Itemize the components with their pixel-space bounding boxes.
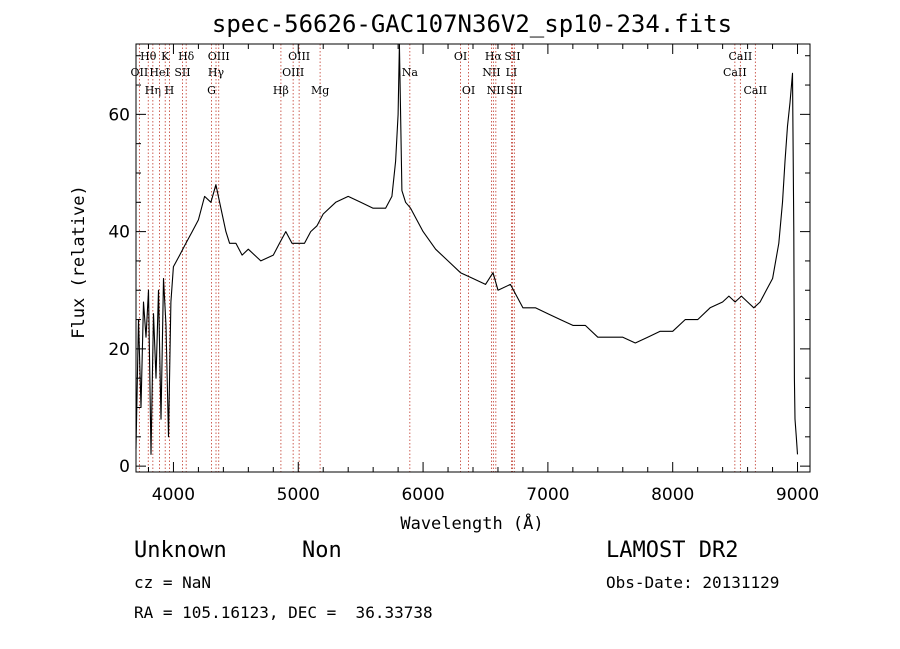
y-tick-label: 40 xyxy=(108,223,130,243)
spectral-line-label: H xyxy=(165,84,175,97)
spectral-line-label: OI xyxy=(454,50,467,63)
spectral-line-label: SII xyxy=(504,50,520,63)
spectral-line-label: SII xyxy=(506,84,522,97)
spectral-line-label: OIII xyxy=(288,50,310,63)
spectral-line-label: Na xyxy=(402,66,419,79)
spectral-line-label: NII xyxy=(482,66,500,79)
spectral-line-label: CaII xyxy=(743,84,767,97)
x-tick-label: 7000 xyxy=(526,485,569,505)
spectrum-series xyxy=(135,43,799,455)
spectral-line-label: OIII xyxy=(208,50,230,63)
spectrum-line xyxy=(135,43,799,455)
spectral-line-label: OII xyxy=(131,66,149,79)
y-tick-label: 60 xyxy=(108,105,130,125)
x-tick-label: 5000 xyxy=(277,485,320,505)
redshift-text: cz = NaN xyxy=(134,573,212,592)
spectral-line-label: HeI xyxy=(149,66,169,79)
spectral-line-label: CaII xyxy=(729,50,753,63)
spectral-line-label: NII xyxy=(487,84,505,97)
coordinates-text: RA = 105.16123, DEC = 36.33738 xyxy=(134,603,433,622)
y-axis-label: Flux (relative) xyxy=(69,185,89,339)
spectral-line-label: SII xyxy=(174,66,190,79)
survey-label: LAMOST DR2 xyxy=(606,538,739,563)
spectral-line-label: Hγ xyxy=(208,66,225,79)
spectral-line-label: K xyxy=(161,50,170,63)
y-tick-label: 20 xyxy=(108,340,130,360)
axis-ticks xyxy=(136,44,810,472)
x-tick-label: 9000 xyxy=(776,485,819,505)
spectral-line-label: OI xyxy=(462,84,475,97)
spectral-line-label: Hδ xyxy=(178,50,195,63)
spectral-line-label: Hα xyxy=(485,50,503,63)
spectral-line-label: OIII xyxy=(282,66,304,79)
spectral-line-label: Hθ xyxy=(140,50,157,63)
chart-title: spec-56626-GAC107N36V2_sp10-234.fits xyxy=(212,10,732,38)
spectral-line-label: G xyxy=(207,84,216,97)
spectral-line-label: CaII xyxy=(723,66,747,79)
x-tick-label: 6000 xyxy=(401,485,444,505)
spectral-line-label: Hη xyxy=(145,84,161,97)
spectral-line-label: LI xyxy=(506,66,518,79)
x-axis-label: Wavelength (Å) xyxy=(400,512,543,534)
y-tick-label: 0 xyxy=(119,457,130,477)
subclass-label: Non xyxy=(302,538,342,563)
obs-date-text: Obs-Date: 20131129 xyxy=(606,573,780,592)
x-tick-label: 4000 xyxy=(152,485,195,505)
x-tick-label: 8000 xyxy=(651,485,694,505)
spectral-line-label: Mg xyxy=(311,84,329,97)
plot-frame xyxy=(135,43,811,473)
axis-tick-labels: 4000 5000 6000 7000 8000 9000 0 20 40 60 xyxy=(108,105,819,505)
spectral-line-label: Hβ xyxy=(273,84,289,97)
spectral-line-markers: OII Hθ Hη HeI K H SII Hδ G Hγ OIII Hβ OIII OIII Mg Na OI… xyxy=(131,44,767,472)
class-label: Unknown xyxy=(134,538,227,563)
